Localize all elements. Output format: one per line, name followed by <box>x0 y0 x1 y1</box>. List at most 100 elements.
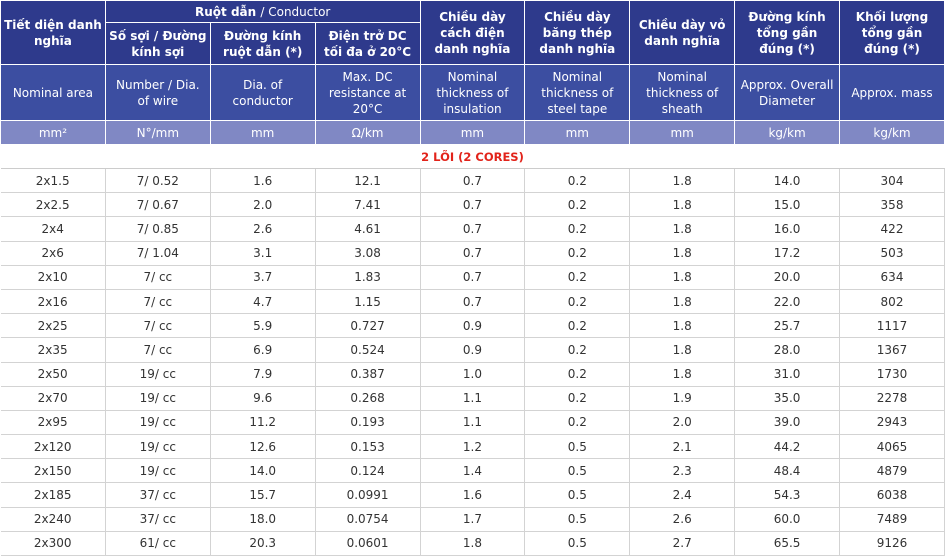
cell: 1.0 <box>419 362 526 387</box>
cell: 0.5 <box>524 434 631 460</box>
group-vi: Ruột dẫn <box>195 4 257 19</box>
col-head-en: Nominal area <box>0 64 106 121</box>
cell: 0.524 <box>314 337 421 363</box>
cell: 22.0 <box>734 289 840 315</box>
cell: 4065 <box>839 434 945 460</box>
data-row: 2x35 7/ cc 6.9 0.524 0.9 0.2 1.8 28.0 1367 <box>0 337 945 363</box>
cell: 2943 <box>839 410 945 436</box>
cell: 14.0 <box>209 458 316 484</box>
cell: 0.5 <box>524 458 631 484</box>
cell: 0.2 <box>524 337 631 363</box>
data-row: 2x95 19/ cc 11.2 0.193 1.1 0.2 2.0 39.0 2943 <box>0 410 945 436</box>
cell: 2x16 <box>0 289 106 315</box>
cell: 2x10 <box>0 265 106 290</box>
cell: 61/ cc <box>104 531 211 557</box>
cell: 2x240 <box>0 507 106 532</box>
cell: 1.6 <box>419 482 526 508</box>
unit: kg/km <box>734 120 840 145</box>
data-row: 2x300 61/ cc 20.3 0.0601 1.8 0.5 2.7 65.5 9126 <box>0 531 945 557</box>
data-row: 2x240 37/ cc 18.0 0.0754 1.7 0.5 2.6 60.0 7489 <box>0 507 945 532</box>
cell: 0.9 <box>419 337 526 363</box>
col-head: Điện trở DC tối đa ở 20°C <box>314 22 421 65</box>
data-row: 2x150 19/ cc 14.0 0.124 1.4 0.5 2.3 48.4 4879 <box>0 458 945 484</box>
unit: N°/mm <box>104 120 211 145</box>
cell: 20.0 <box>734 265 840 290</box>
cell: 1730 <box>839 362 945 387</box>
cell: 2.6 <box>629 507 736 532</box>
cell: 0.124 <box>314 458 421 484</box>
cell: 0.0991 <box>314 482 421 508</box>
cell: 6.9 <box>209 337 316 363</box>
cell: 44.2 <box>734 434 840 460</box>
cell: 60.0 <box>734 507 840 532</box>
cell: 2x70 <box>0 386 106 411</box>
cell: 4.7 <box>209 289 316 315</box>
cell: 3.1 <box>209 241 316 266</box>
cell: 2x6 <box>0 241 106 266</box>
data-row: 2x25 7/ cc 5.9 0.727 0.9 0.2 1.8 25.7 1117 <box>0 313 945 339</box>
cell: 9126 <box>839 531 945 557</box>
unit: mm <box>629 120 736 145</box>
cell: 0.7 <box>419 216 526 242</box>
data-row: 2x1.5 7/ 0.52 1.6 12.1 0.7 0.2 1.8 14.0 304 <box>0 168 945 194</box>
cell: 0.2 <box>524 241 631 266</box>
cell: 0.2 <box>524 386 631 411</box>
cell: 7/ 0.67 <box>104 192 211 218</box>
cell: 1.4 <box>419 458 526 484</box>
cell: 7/ 0.85 <box>104 216 211 242</box>
cell: 0.387 <box>314 362 421 387</box>
cell: 31.0 <box>734 362 840 387</box>
cell: 0.9 <box>419 313 526 339</box>
cell: 0.2 <box>524 192 631 218</box>
cell: 14.0 <box>734 168 840 194</box>
cell: 6038 <box>839 482 945 508</box>
col-head-en: Number / Dia. of wire <box>104 64 211 121</box>
cell: 4879 <box>839 458 945 484</box>
cell: 25.7 <box>734 313 840 339</box>
cell: 19/ cc <box>104 362 211 387</box>
cell: 9.6 <box>209 386 316 411</box>
cell: 2x1.5 <box>0 168 106 194</box>
header-row: Tiết diện danh nghĩa Ruột dẫn / Conducto… <box>0 0 945 65</box>
cell: 2x300 <box>0 531 106 557</box>
cell: 17.2 <box>734 241 840 266</box>
cell: 0.5 <box>524 482 631 508</box>
cell: 1117 <box>839 313 945 339</box>
data-row: 2x16 7/ cc 4.7 1.15 0.7 0.2 1.8 22.0 802 <box>0 289 945 315</box>
cell: 7.41 <box>314 192 421 218</box>
cell: 39.0 <box>734 410 840 436</box>
cell: 0.727 <box>314 313 421 339</box>
cell: 4.61 <box>314 216 421 242</box>
cell: 54.3 <box>734 482 840 508</box>
cell: 7/ cc <box>104 265 211 290</box>
cell: 5.9 <box>209 313 316 339</box>
cell: 358 <box>839 192 945 218</box>
cell: 0.2 <box>524 265 631 290</box>
col-head-en: Nominal thickness of insulation <box>419 64 526 121</box>
cell: 2.7 <box>629 531 736 557</box>
cell: 2x50 <box>0 362 106 387</box>
cell: 0.7 <box>419 241 526 266</box>
col-head-en: Max. DC resistance at 20°C <box>314 64 421 121</box>
cell: 2x95 <box>0 410 106 436</box>
unit: Ω/km <box>314 120 421 145</box>
cell: 0.7 <box>419 265 526 290</box>
col-head-en: Approx. mass <box>839 64 945 121</box>
data-row: 2x2.5 7/ 0.67 2.0 7.41 0.7 0.2 1.8 15.0 358 <box>0 192 945 218</box>
col-head-en: Dia. of conductor <box>209 64 316 121</box>
cell: 1.8 <box>419 531 526 557</box>
cell: 1.8 <box>629 362 736 387</box>
cell: 0.193 <box>314 410 421 436</box>
data-row: 2x120 19/ cc 12.6 0.153 1.2 0.5 2.1 44.2 4065 <box>0 434 945 460</box>
header-row: Số sợi / Đường kính sợi Đường kính ruột … <box>1 22 945 65</box>
cell: 0.7 <box>419 192 526 218</box>
cell: 1.8 <box>629 265 736 290</box>
cell: 1.9 <box>629 386 736 411</box>
cell: 0.7 <box>419 168 526 194</box>
data-row: 2x6 7/ 1.04 3.1 3.08 0.7 0.2 1.8 17.2 503 <box>0 241 945 266</box>
section-row: 2 LÕI (2 CORES) <box>0 144 945 169</box>
cell: 2x35 <box>0 337 106 363</box>
cell: 0.268 <box>314 386 421 411</box>
cell: 1.1 <box>419 386 526 411</box>
